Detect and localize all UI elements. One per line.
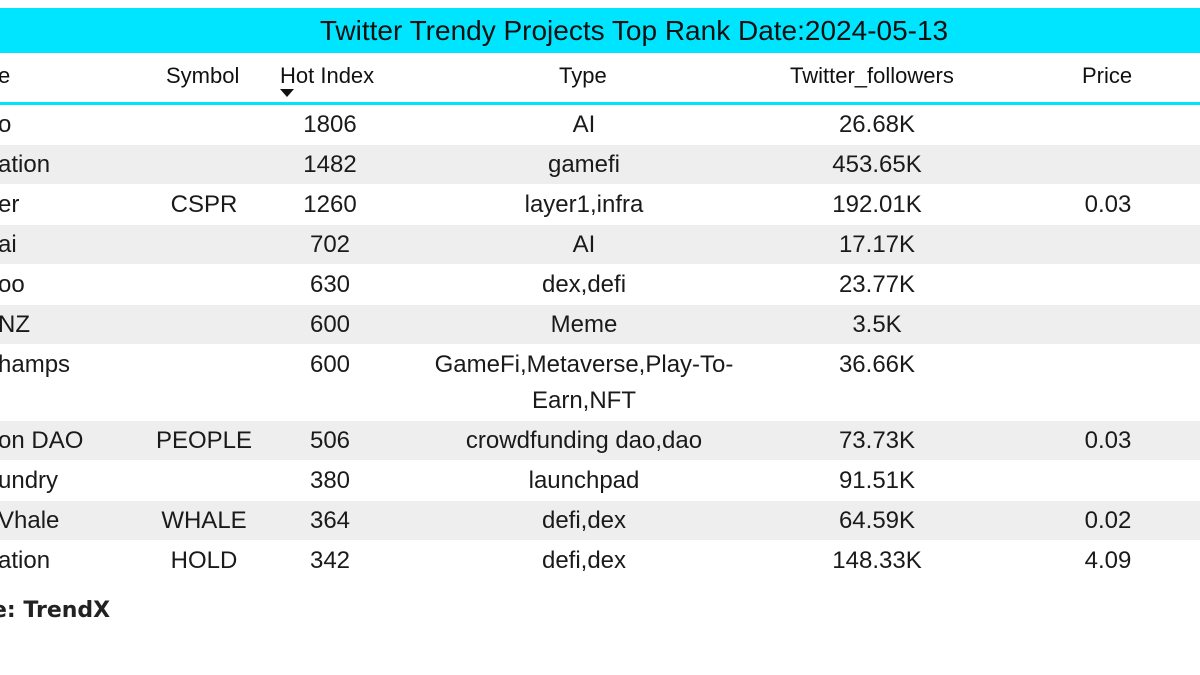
- cell-twitter-followers: 73.73K: [838, 427, 916, 454]
- table-row[interactable]: er CSPR 1260 layer1,infra 192.01K 0.03: [0, 185, 1200, 225]
- column-header-name[interactable]: e: [0, 63, 11, 88]
- cell-hot-index: 702: [309, 231, 351, 258]
- source-label: e: TrendX: [0, 598, 111, 623]
- table-row[interactable]: hamps 600 GameFi,Metaverse,Play-To-Earn,NF…: [0, 345, 1200, 421]
- table-row[interactable]: oo 630 dex,defi 23.77K: [0, 265, 1200, 305]
- cell-name: on DAO: [0, 427, 84, 454]
- cell-name: oo: [0, 271, 25, 298]
- table-row[interactable]: Vhale WHALE 364 defi,dex 64.59K 0.02: [0, 501, 1200, 541]
- cell-name: ation: [0, 151, 51, 178]
- cell-twitter-followers: 23.77K: [838, 271, 916, 298]
- cell-type: dex,defi: [541, 271, 627, 298]
- column-header-price[interactable]: Price: [1082, 63, 1133, 88]
- cell-type: AI: [572, 231, 596, 258]
- table-title-bar: Twitter Trendy Projects Top Rank Date:20…: [0, 8, 1200, 53]
- table-title: Twitter Trendy Projects Top Rank Date:20…: [319, 14, 949, 46]
- cell-price: 0.02: [1084, 507, 1132, 534]
- sort-down-arrow-icon[interactable]: [280, 89, 294, 97]
- cell-price: 0.03: [1084, 191, 1132, 218]
- column-header-twitter-followers[interactable]: Twitter_followers: [790, 63, 954, 88]
- cell-price: 4.09: [1084, 547, 1132, 574]
- cell-price: 0.03: [1084, 427, 1132, 454]
- cell-twitter-followers: 64.59K: [838, 507, 916, 534]
- cell-type: launchpad: [528, 467, 640, 494]
- cell-twitter-followers: 26.68K: [838, 111, 916, 138]
- cell-twitter-followers: 148.33K: [832, 547, 922, 574]
- cell-hot-index: 630: [309, 271, 351, 298]
- cell-type: layer1,infra: [524, 191, 644, 218]
- cell-hot-index: 364: [309, 507, 351, 534]
- cell-name: o: [0, 111, 12, 138]
- cell-hot-index: 506: [309, 427, 351, 454]
- cell-twitter-followers: 17.17K: [838, 231, 916, 258]
- table-row[interactable]: o 1806 AI 26.68K: [0, 105, 1200, 145]
- cell-symbol: HOLD: [170, 547, 238, 574]
- table-header: e Symbol Hot Index Type Twitter_follower…: [0, 53, 1200, 105]
- cell-twitter-followers: 36.66K: [838, 351, 916, 378]
- cell-hot-index: 600: [309, 351, 351, 378]
- table-row[interactable]: undry 380 launchpad 91.51K: [0, 461, 1200, 501]
- cell-name: undry: [0, 467, 59, 494]
- cell-twitter-followers: 91.51K: [838, 467, 916, 494]
- cell-hot-index: 342: [309, 547, 351, 574]
- cell-symbol: CSPR: [170, 191, 238, 218]
- cell-hot-index: 1260: [303, 191, 357, 218]
- cell-hot-index: 1482: [303, 151, 357, 178]
- column-header-type[interactable]: Type: [559, 63, 607, 88]
- cell-name: Vhale: [0, 507, 60, 534]
- cell-type: crowdfunding dao,dao: [465, 427, 703, 454]
- table-row[interactable]: NZ 600 Meme 3.5K: [0, 305, 1200, 345]
- cell-symbol: PEOPLE: [155, 427, 253, 454]
- cell-name: er: [0, 191, 20, 218]
- cell-name: ai: [0, 231, 17, 258]
- cell-type: defi,dex: [541, 507, 627, 534]
- cell-type: gamefi: [547, 151, 621, 178]
- column-header-hot-index[interactable]: Hot Index: [280, 63, 375, 88]
- cell-type: AI: [572, 111, 596, 138]
- cell-name: ation: [0, 547, 51, 574]
- cell-type: GameFi,Metaverse,Play-To-Earn,NFT: [434, 351, 734, 414]
- cell-type: Meme: [550, 311, 618, 338]
- cell-hot-index: 380: [309, 467, 351, 494]
- cell-name: hamps: [0, 351, 71, 378]
- cell-twitter-followers: 3.5K: [852, 311, 902, 338]
- table-row[interactable]: ation 1482 gamefi 453.65K: [0, 145, 1200, 185]
- table-body: o 1806 AI 26.68K ation 1482 gamefi 453.65K er CSP…: [0, 105, 1200, 581]
- table-row[interactable]: ation HOLD 342 defi,dex 148.33K 4.09: [0, 541, 1200, 581]
- cell-type: defi,dex: [541, 547, 627, 574]
- cell-name: NZ: [0, 311, 30, 338]
- cell-hot-index: 1806: [303, 111, 357, 138]
- cell-symbol: WHALE: [161, 507, 247, 534]
- cell-twitter-followers: 453.65K: [832, 151, 922, 178]
- column-header-symbol[interactable]: Symbol: [166, 63, 240, 88]
- cell-twitter-followers: 192.01K: [832, 191, 922, 218]
- table-row[interactable]: ai 702 AI 17.17K: [0, 225, 1200, 265]
- table-row[interactable]: on DAO PEOPLE 506 crowdfunding dao,dao 73.73…: [0, 421, 1200, 461]
- cell-hot-index: 600: [309, 311, 351, 338]
